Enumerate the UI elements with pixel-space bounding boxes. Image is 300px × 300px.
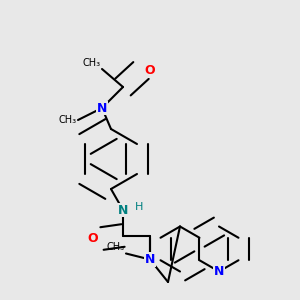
Text: CH₃: CH₃	[58, 115, 76, 125]
Text: H: H	[135, 202, 143, 212]
Text: N: N	[145, 253, 155, 266]
Text: N: N	[214, 265, 224, 278]
Text: CH₃: CH₃	[82, 58, 100, 68]
Text: N: N	[118, 203, 128, 217]
Text: O: O	[144, 64, 154, 77]
Text: O: O	[88, 232, 98, 245]
Text: CH₃: CH₃	[106, 242, 124, 252]
Text: N: N	[97, 101, 107, 115]
